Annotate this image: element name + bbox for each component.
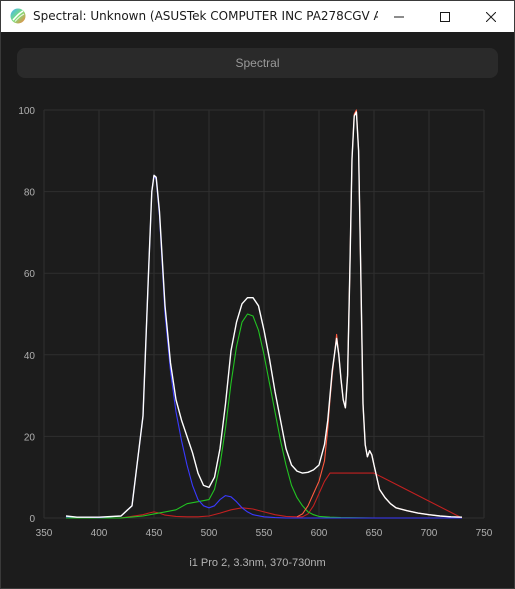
app-logo-icon	[10, 8, 26, 24]
close-icon	[486, 11, 496, 22]
x-tick-label: 600	[311, 528, 328, 539]
y-tick-label: 0	[29, 514, 35, 525]
y-tick-label: 60	[24, 269, 36, 280]
y-tick-label: 40	[24, 351, 36, 362]
maximize-icon	[440, 11, 450, 22]
x-tick-label: 550	[256, 528, 273, 539]
window-title: Spectral: Unknown (ASUSTek COMPUTER INC …	[33, 9, 378, 23]
content-area: Spectral 350 400 450 500 550 600 650 700 750 0 20 4…	[1, 32, 514, 588]
x-tick-label: 650	[366, 528, 383, 539]
title-bar[interactable]: Spectral: Unknown (ASUSTek COMPUTER INC …	[1, 1, 514, 32]
chart-series	[65, 109, 463, 519]
minimize-icon	[394, 16, 404, 17]
chart-grid	[43, 109, 485, 519]
chart-ticks: 350 400 450 500 550 600 650 700 750 0 20 40 60 80 100	[18, 106, 492, 539]
white-total-spectrum-line	[65, 111, 463, 518]
y-tick-label: 100	[18, 106, 35, 117]
x-tick-label: 750	[476, 528, 493, 539]
instrument-caption: i1 Pro 2, 3.3nm, 370-730nm	[189, 557, 326, 569]
x-tick-label: 400	[91, 528, 108, 539]
x-tick-label: 700	[421, 528, 438, 539]
y-tick-label: 80	[24, 188, 36, 199]
close-button[interactable]	[468, 1, 514, 32]
spectral-chart: 350 400 450 500 550 600 650 700 750 0 20 40 60 80 100	[18, 106, 492, 539]
minimize-button[interactable]	[376, 1, 422, 32]
spectral-header-button[interactable]: Spectral	[17, 48, 498, 78]
x-tick-label: 450	[146, 528, 163, 539]
x-tick-label: 500	[201, 528, 218, 539]
green-channel-line	[66, 313, 462, 519]
y-tick-label: 20	[24, 432, 36, 443]
x-tick-label: 350	[36, 528, 53, 539]
maximize-button[interactable]	[422, 1, 468, 32]
